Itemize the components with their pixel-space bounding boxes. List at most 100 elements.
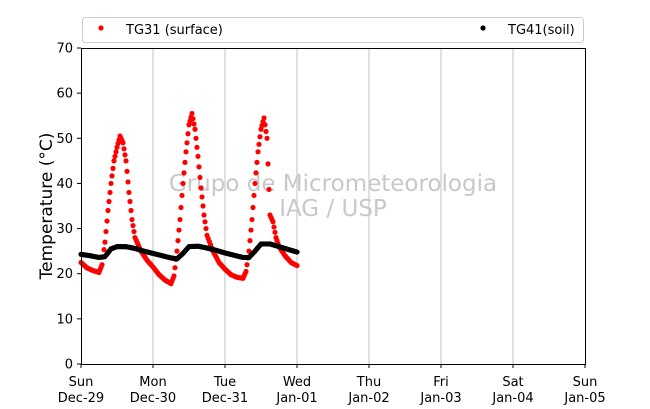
data-point (251, 192, 257, 199)
data-point (182, 159, 188, 165)
data-point (179, 192, 185, 199)
data-point (255, 149, 261, 155)
x-tick-label-date: Dec-29 (58, 391, 104, 406)
data-point (104, 218, 110, 224)
data-point (111, 158, 117, 164)
data-point (101, 247, 107, 253)
data-point (262, 122, 268, 128)
data-point (294, 249, 300, 255)
data-point (202, 219, 208, 225)
data-point (247, 238, 253, 244)
data-point (180, 180, 186, 187)
x-tick-label-day: Sun (573, 375, 598, 390)
data-point (123, 158, 129, 164)
data-point (250, 204, 256, 211)
data-point (194, 144, 200, 150)
data-point (120, 140, 126, 146)
data-point (253, 170, 259, 176)
x-tick-label-date: Dec-30 (130, 391, 176, 406)
legend-label-soil: TG41(soil) (507, 23, 575, 38)
data-point (271, 224, 277, 230)
legend-label-surface: TG31 (surface) (125, 23, 223, 38)
data-point (112, 153, 118, 159)
data-point (128, 207, 134, 214)
watermark: Grupo de Micrometeorologia IAG / USP (169, 171, 497, 222)
data-point (103, 228, 109, 235)
data-point (171, 273, 177, 279)
data-point (195, 153, 201, 159)
watermark-line-2: IAG / USP (279, 196, 387, 222)
data-point (256, 141, 262, 147)
plot-area-frame (81, 48, 586, 365)
data-point (127, 198, 133, 205)
data-point (185, 131, 191, 137)
x-tick-label-day: Sat (502, 375, 523, 390)
data-point (257, 134, 263, 140)
x-tick-label-day: Wed (283, 375, 311, 390)
x-tick-label-day: Mon (139, 375, 166, 390)
data-point (199, 194, 205, 200)
data-point (174, 248, 180, 254)
data-point (176, 227, 182, 233)
y-tick-label: 50 (56, 132, 73, 147)
data-point (190, 116, 196, 122)
y-tick-label: 0 (65, 358, 73, 373)
data-point (126, 189, 132, 196)
data-point (252, 180, 258, 187)
y-tick-label: 20 (56, 267, 73, 282)
data-point (270, 219, 276, 225)
data-point (248, 227, 254, 233)
data-point (109, 173, 115, 179)
data-point (184, 140, 190, 146)
data-point (197, 174, 203, 181)
x-tick-label-date: Jan-05 (563, 391, 605, 406)
x-tick-label-date: Dec-31 (202, 391, 248, 406)
y-axis-title: Temperature (°C) (37, 133, 57, 281)
data-point (200, 203, 206, 209)
legend: TG31 (surface) TG41(soil) (82, 17, 584, 43)
data-point (196, 164, 202, 170)
data-point (266, 186, 272, 193)
data-point (272, 229, 278, 235)
x-tick-label-date: Jan-04 (491, 391, 533, 406)
data-point (177, 216, 183, 223)
legend-marker-surface (98, 25, 104, 31)
x-axis: SunDec-29MonDec-30TueDec-31WedJan-01ThuJ… (58, 364, 606, 406)
data-point (124, 168, 130, 174)
data-point (294, 262, 300, 269)
data-point (121, 146, 127, 152)
x-tick-label-day: Sun (69, 375, 94, 390)
data-point (102, 239, 108, 245)
data-point (265, 161, 271, 167)
data-point (201, 212, 207, 218)
y-tick-label: 60 (56, 87, 73, 102)
data-point (198, 185, 204, 191)
y-tick-label: 10 (56, 312, 73, 327)
data-point (175, 238, 181, 244)
grid-lines (152, 48, 514, 364)
data-point (191, 121, 197, 127)
data-point (192, 126, 198, 132)
data-point (254, 159, 260, 165)
x-tick-label-date: Jan-01 (275, 391, 317, 406)
x-tick-label-day: Tue (213, 375, 236, 390)
series-soil (78, 241, 300, 262)
x-tick-label-day: Thu (356, 375, 381, 390)
data-point (246, 248, 252, 254)
data-point (107, 189, 113, 196)
data-point (178, 204, 184, 211)
data-point (263, 128, 269, 135)
y-axis: 0 10 20 30 40 50 60 70 (56, 42, 81, 373)
data-point (113, 149, 119, 155)
data-point (130, 222, 136, 229)
data-point (249, 216, 255, 223)
x-tick-label-date: Jan-03 (419, 391, 461, 406)
data-point (264, 135, 270, 141)
series-surface (78, 110, 300, 287)
data-point (108, 180, 114, 187)
data-points (78, 110, 300, 287)
legend-box (82, 17, 584, 43)
data-point (203, 225, 209, 232)
y-tick-label: 70 (56, 42, 73, 57)
